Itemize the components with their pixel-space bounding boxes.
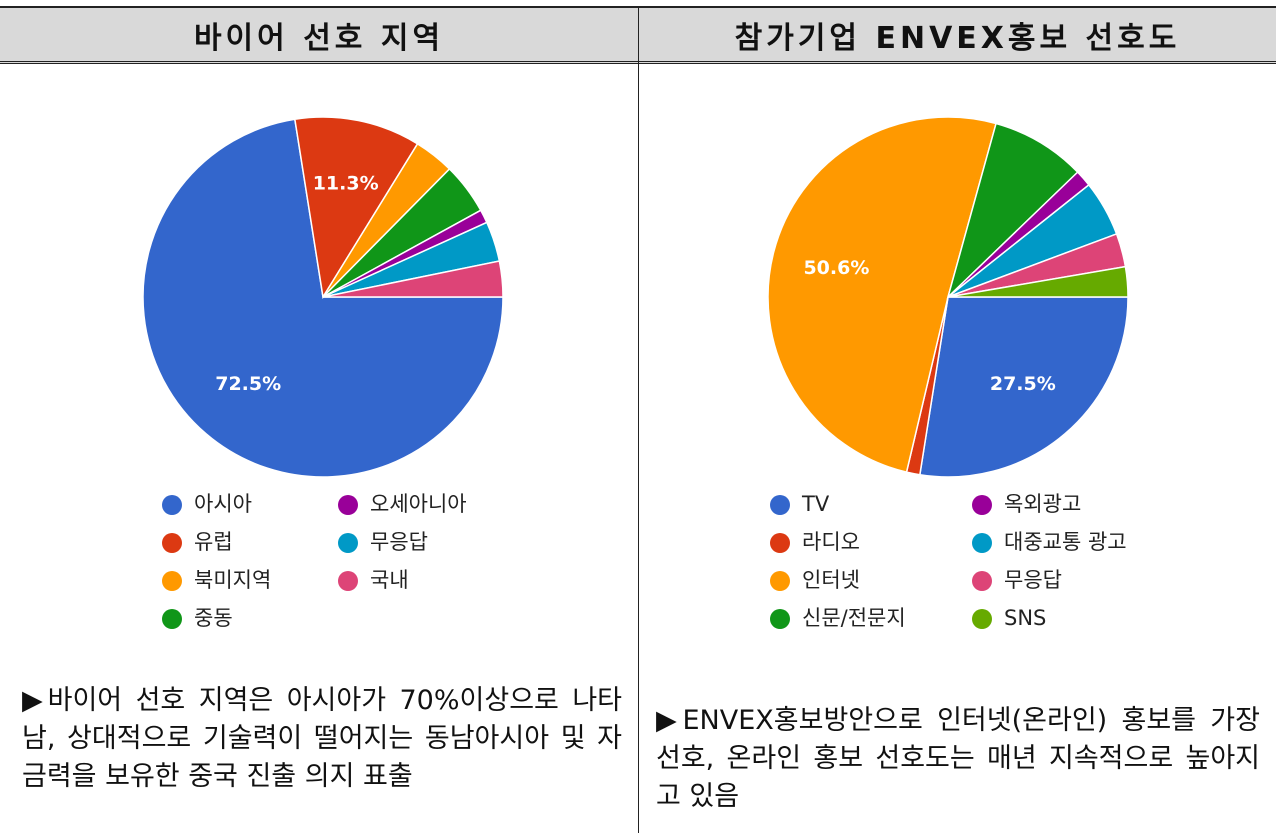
legend-swatch — [972, 495, 992, 515]
legend-swatch — [162, 609, 182, 629]
pie-slice — [918, 296, 1129, 478]
slice-label: 27.5% — [990, 373, 1056, 395]
legend-label: 무응답 — [1004, 568, 1062, 592]
pie-slice — [947, 265, 1129, 298]
legend-label: 유럽 — [194, 530, 233, 554]
legend-swatch — [338, 533, 358, 553]
legend-label: TV — [801, 492, 830, 516]
legend-swatch — [770, 609, 790, 629]
slice-label: 72.5% — [215, 373, 281, 395]
legend-swatch — [770, 533, 790, 553]
pie-slice — [293, 116, 419, 300]
legend-label: 무응답 — [370, 530, 428, 554]
legend-swatch — [338, 495, 358, 515]
divider — [638, 6, 639, 833]
legend-label: 대중교통 광고 — [1004, 530, 1127, 554]
legend-label: 국내 — [370, 568, 409, 592]
slice-label: 50.6% — [803, 257, 869, 279]
legend-swatch — [162, 495, 182, 515]
legend-swatch — [162, 571, 182, 591]
slice-label: 11.3% — [313, 173, 379, 195]
legend-label: 아시아 — [194, 492, 252, 516]
legend-label: 옥외광고 — [1004, 492, 1081, 516]
panel-header: 참가기업 ENVEX홍보 선호도 — [639, 6, 1276, 64]
pie-slice — [767, 116, 997, 474]
legend-label: 신문/전문지 — [802, 606, 906, 630]
legend-label: 중동 — [194, 606, 233, 630]
legend-swatch — [972, 571, 992, 591]
pie-slice — [946, 122, 1079, 300]
pie-slice — [322, 260, 504, 298]
legend-label: 북미지역 — [194, 568, 271, 592]
legend-swatch — [162, 533, 182, 553]
legend-label: 오세아니아 — [370, 492, 467, 516]
legend-swatch — [972, 533, 992, 553]
legend-label: 인터넷 — [802, 568, 860, 592]
legend-swatch — [972, 609, 992, 629]
note: ▶바이어 선호 지역은 아시아가 70%이상으로 나타남, 상대적으로 기술력이… — [22, 685, 622, 792]
legend-swatch — [338, 571, 358, 591]
legend-swatch — [770, 571, 790, 591]
panel-header: 바이어 선호 지역 — [0, 6, 638, 64]
note: ▶ENVEX홍보방안으로 인터넷(온라인) 홍보를 가장 선호, 온라인 홍보 … — [656, 705, 1260, 812]
legend-label: SNS — [1004, 606, 1046, 630]
legend-label: 라디오 — [802, 530, 860, 554]
legend-swatch — [770, 495, 790, 515]
